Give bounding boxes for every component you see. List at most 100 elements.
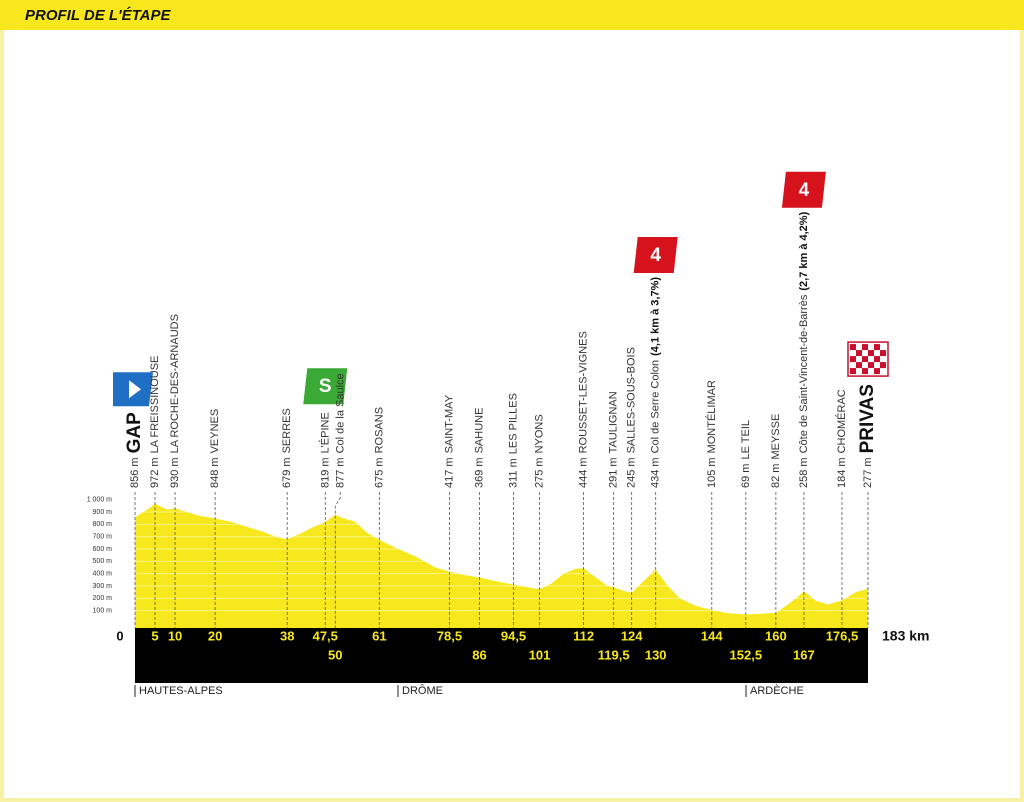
waypoint-altitude: 69 m (740, 464, 752, 488)
waypoint-altitude: 311 m (507, 458, 519, 488)
waypoint-altitude: 444 m (578, 457, 590, 488)
waypoint-name: ROSANS (373, 407, 385, 453)
waypoint-label: 848 m VEYNES (209, 409, 221, 488)
y-tick-label: 800 m (93, 521, 113, 528)
waypoint-altitude: 258 m (798, 457, 810, 488)
waypoint-altitude: 275 m (533, 457, 545, 488)
x-tick-label: 152,5 (730, 647, 763, 662)
waypoint-altitude: 675 m (373, 457, 385, 488)
waypoint-altitude: 82 m (770, 464, 782, 488)
finish-flag-square (862, 368, 868, 375)
waypoint-label: 291 m TAULIGNAN (608, 391, 620, 488)
waypoint-altitude: 105 m (706, 457, 718, 488)
waypoint-name: PRIVAS (857, 384, 878, 453)
waypoint-label: 82 m MEYSSE (770, 414, 782, 488)
waypoint-label: 675 m ROSANS (373, 407, 385, 488)
finish-flag-square (862, 344, 868, 351)
x-tick-label: 86 (472, 647, 486, 662)
waypoint-label: 434 m Col de Serre Colon (4,1 km à 3,7%) (650, 277, 662, 488)
badge-label: S (319, 376, 332, 397)
y-tick-label: 100 m (93, 608, 113, 615)
waypoint-name: L'ÉPINE (318, 412, 331, 453)
waypoint-altitude: 848 m (209, 457, 221, 488)
waypoint-name: GAP (124, 412, 145, 454)
waypoint-altitude: 877 m (334, 457, 346, 488)
finish-flag-square (880, 362, 886, 369)
x-tick-label: 130 (645, 647, 667, 662)
waypoint-name: LA FREISSINOUSE (149, 356, 161, 454)
waypoint-label: 877 m Col de la Saulce (334, 373, 346, 488)
waypoint-name: LA ROCHE-DES-ARNAUDS (169, 314, 181, 453)
start-arrow (129, 380, 141, 399)
x-tick-label: 20 (208, 628, 222, 643)
y-tick-label: 1 000 m (87, 497, 112, 504)
x-tick-label: 160 (765, 628, 787, 643)
x-tick-label: 119,5 (598, 647, 630, 662)
x-tick-label: 167 (793, 647, 815, 662)
x-tick-label: 94,5 (501, 628, 526, 643)
region-label: DRÔME (402, 684, 443, 697)
km-bar (135, 628, 868, 683)
region-label: HAUTES-ALPES (139, 685, 223, 697)
waypoint-label: 69 m LE TEIL (740, 420, 752, 488)
waypoint-name: SALLES-SOUS-BOIS (626, 347, 638, 453)
waypoint-label: 258 m Côte de Saint-Vincent-de-Barrès (2,7… (798, 211, 810, 488)
waypoint-detail: (4,1 km à 3,7%) (650, 277, 662, 356)
waypoint-name: CHOMÉRAC (835, 389, 848, 453)
header-bar (0, 0, 1024, 30)
finish-flag-square (862, 356, 868, 363)
header-title: PROFIL DE L'ÉTAPE (25, 7, 172, 24)
waypoint-altitude: 679 m (281, 457, 293, 488)
x-tick-label: 61 (372, 628, 386, 643)
waypoint-label: 972 m LA FREISSINOUSE (149, 356, 161, 488)
x-tick-label: 183 km (882, 628, 929, 644)
waypoint-detail: (2,7 km à 4,2%) (798, 211, 810, 290)
finish-flag-square (868, 362, 874, 369)
waypoint-name: MEYSSE (770, 414, 782, 460)
waypoint-name: SAHUNE (473, 408, 485, 454)
region-label: ARDÈCHE (750, 684, 804, 697)
waypoint-altitude: 972 m (149, 457, 161, 488)
y-tick-label: 700 m (93, 534, 113, 541)
y-tick-label: 400 m (93, 571, 113, 578)
finish-flag-square (880, 350, 886, 357)
x-tick-label: 10 (168, 628, 182, 643)
waypoint-name: Col de Serre Colon (650, 360, 662, 454)
finish-flag-square (856, 362, 862, 369)
waypoint-label: 444 m ROUSSET-LES-VIGNES (578, 331, 590, 488)
finish-flag-square (856, 350, 862, 357)
finish-flag-square (868, 350, 874, 357)
finish-flag-square (850, 368, 856, 375)
waypoint-name: TAULIGNAN (608, 391, 620, 453)
waypoint-name: SAINT-MAY (443, 394, 455, 453)
x-tick-label: 101 (529, 647, 551, 662)
waypoint-altitude: 369 m (473, 457, 485, 488)
x-tick-label: 176,5 (826, 628, 859, 643)
x-tick-label: 38 (280, 628, 294, 643)
badge (303, 368, 348, 405)
waypoint-altitude: 184 m (836, 457, 848, 488)
waypoint-altitude: 245 m (626, 457, 638, 488)
waypoint-altitude: 277 m (862, 457, 874, 488)
x-tick-label: 78,5 (437, 628, 462, 643)
badge (633, 236, 678, 273)
x-tick-label: 112 (573, 628, 594, 643)
finish-flag-square (874, 368, 880, 375)
waypoint-label: 275 m NYONS (533, 414, 545, 488)
waypoint-label: 819 m L'ÉPINE (318, 412, 331, 488)
waypoint-altitude: 856 m (129, 457, 141, 488)
waypoint-name: SERRES (281, 408, 293, 453)
y-tick-label: 600 m (93, 546, 113, 553)
finish-flag-square (850, 356, 856, 363)
waypoint-label: 311 m LES PILLES (507, 393, 519, 488)
waypoint-altitude: 434 m (650, 457, 662, 488)
y-tick-label: 200 m (93, 595, 113, 602)
waypoint-name: MONTÉLIMAR (705, 380, 718, 453)
elevation-area (135, 503, 868, 628)
x-tick-label: 124 (621, 628, 643, 643)
y-tick-label: 900 m (93, 509, 113, 516)
waypoint-altitude: 291 m (608, 457, 620, 488)
x-tick-label: 47,5 (313, 628, 338, 643)
waypoint-label: 417 m SAINT-MAY (443, 394, 455, 488)
